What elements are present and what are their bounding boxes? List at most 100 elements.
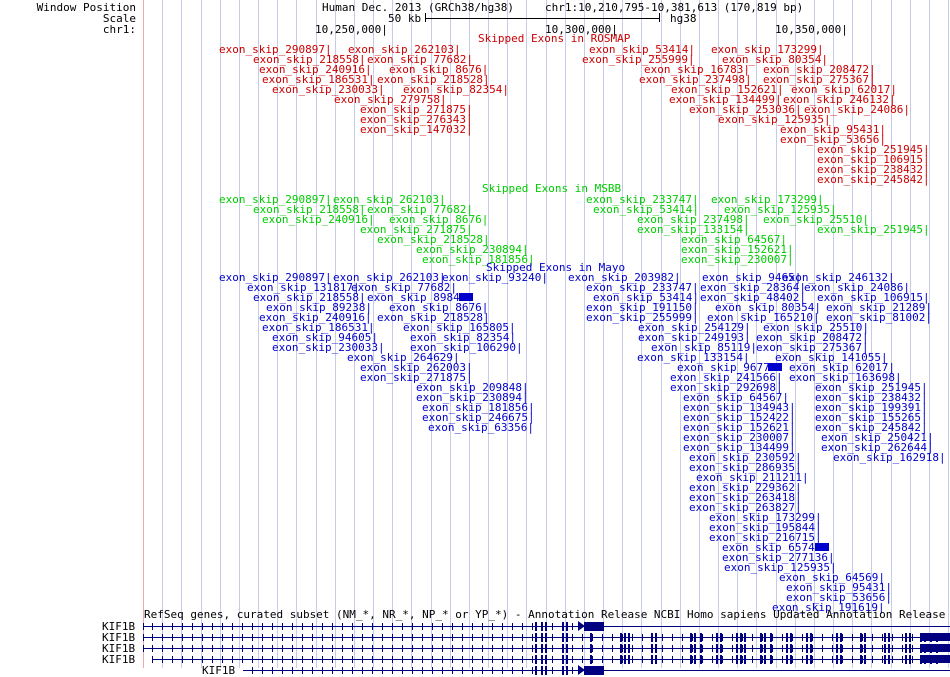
track-msbb[interactable]: Skipped Exons in MSBB exon_skip_290897| ex… <box>0 0 950 610</box>
exon-skip-feature-label[interactable]: exon_skip_262644| <box>821 441 934 454</box>
exon-skip-feature-label[interactable]: exon_skip_191619| <box>772 601 885 614</box>
exon-skip-feature-label[interactable]: exon_skip_245842| <box>815 421 928 434</box>
exon-skip-feature-label[interactable]: exon_skip_8676| <box>389 301 489 314</box>
exon-skip-feature-label[interactable]: exon_skip_208472| <box>763 63 876 76</box>
exon-skip-feature-label[interactable]: exon_skip_125935| <box>718 113 831 126</box>
exon-skip-feature-label[interactable]: exon_skip_262103| <box>333 271 446 284</box>
exon-skip-feature-label[interactable]: exon_skip_80354| <box>722 53 828 66</box>
exon-skip-feature-label[interactable]: exon_skip_155265| <box>815 411 928 424</box>
exon-skip-feature-label[interactable]: exon_skip_230007| <box>683 431 796 444</box>
exon-skip-feature-label[interactable]: exon_skip_218558| <box>253 203 366 216</box>
exon-skip-feature-label[interactable]: exon_skip_230592| <box>689 451 802 464</box>
exon-skip-feature-label[interactable]: exon_skip_240916| <box>259 63 372 76</box>
exon-skip-feature-label[interactable]: exon_skip_131817| <box>247 281 360 294</box>
gene-row[interactable]: KIF1B <box>0 632 950 643</box>
exon-skip-feature-label[interactable]: exon_skip_229362| <box>689 481 802 494</box>
exon-skip-feature-label[interactable]: exon_skip_53656| <box>786 591 892 604</box>
exon-skip-feature-label[interactable]: exon_skip_246132| <box>783 93 896 106</box>
exon-skip-feature-label[interactable]: exon_skip_24086| <box>804 281 910 294</box>
exon-skip-feature-label[interactable]: exon_skip_16783| <box>644 63 750 76</box>
exon-skip-feature-label[interactable]: exon_skip_218528| <box>377 73 490 86</box>
exon-skip-feature-label[interactable]: exon_skip_165805| <box>403 321 516 334</box>
exon-skip-feature-label[interactable]: exon_skip_89238| <box>266 301 372 314</box>
exon-skip-feature-label[interactable]: exon_skip_254129| <box>638 321 751 334</box>
exon-skip-feature-label[interactable]: exon_skip_25510| <box>763 213 869 226</box>
exon-skip-feature-label[interactable]: exon_skip_262003| <box>360 361 473 374</box>
exon-skip-feature-label[interactable]: exon_skip_85119| <box>651 341 757 354</box>
exon-skip-feature-label[interactable]: exon_skip_195844| <box>709 521 822 534</box>
exon-skip-feature-label[interactable]: exon_skip_93240| <box>442 271 548 284</box>
exon-skip-feature-label[interactable]: exon_skip_211211| <box>696 471 809 484</box>
exon-skip-feature-label[interactable]: exon_skip_62017| <box>789 361 895 374</box>
exon-skip-feature-label[interactable]: exon_skip_253036| <box>689 103 802 116</box>
exon-skip-feature-label[interactable]: exon_skip_133154| <box>637 351 750 364</box>
exon-skip-feature-label[interactable]: exon_skip_53414| <box>593 291 699 304</box>
exon-skip-feature-label[interactable]: exon_skip_251945| <box>817 223 930 236</box>
gene-row[interactable]: KIF1B <box>0 621 950 632</box>
exon-skip-feature-label[interactable]: exon_skip_24086| <box>804 103 910 116</box>
exon-skip-feature-label[interactable]: exon_skip_292698| <box>670 381 783 394</box>
exon-skip-feature-label[interactable]: exon_skip_125935| <box>724 203 837 216</box>
exon-skip-feature-label[interactable]: exon_skip_77682| <box>367 53 473 66</box>
exon-skip-feature-label[interactable]: exon_skip_276343| <box>360 113 473 126</box>
exon-skip-feature-label[interactable]: exon_skip_186531| <box>262 73 375 86</box>
exon-skip-feature-label[interactable]: exon_skip_134499| <box>669 93 782 106</box>
exon-skip-feature-label[interactable]: exon_skip_82354| <box>410 331 516 344</box>
exon-skip-feature-block[interactable] <box>459 293 473 301</box>
exon-skip-feature-label[interactable]: exon_skip_191150| <box>586 301 699 314</box>
exon-skip-feature-label[interactable]: exon_skip_290897| <box>219 43 332 56</box>
exon-skip-feature-label[interactable]: exon_skip_251945| <box>817 143 930 156</box>
exon-skip-feature-label[interactable]: exon_skip_208472| <box>756 331 869 344</box>
exon-skip-feature-label[interactable]: exon_skip_152621| <box>671 83 784 96</box>
exon-skip-feature-label[interactable]: exon_skip_218558| <box>253 291 366 304</box>
exon-skip-feature-label[interactable]: exon_skip_237498| <box>639 73 752 86</box>
exon-skip-feature-label[interactable]: exon_skip_8676| <box>389 213 489 226</box>
exon-skip-feature-label[interactable]: exon_skip_165210| <box>707 311 820 324</box>
exon-skip-feature-label[interactable]: exon_skip_290897| <box>219 193 332 206</box>
exon-skip-feature-label[interactable]: exon_skip_263418| <box>689 491 802 504</box>
exon-skip-feature-label[interactable]: exon_skip_64569| <box>779 571 885 584</box>
exon-skip-feature-label[interactable]: exon_skip_106915| <box>817 153 930 166</box>
exon-skip-feature-label[interactable]: exon_skip_218528| <box>377 233 490 246</box>
exon-skip-feature-label[interactable]: exon_skip_264629| <box>347 351 460 364</box>
exon-skip-feature-label[interactable]: exon_skip_65749 <box>722 541 822 554</box>
exon-skip-feature-label[interactable]: exon_skip_277136| <box>722 551 835 564</box>
exon-skip-feature-label[interactable]: exon_skip_64567| <box>681 233 787 246</box>
exon-skip-feature-label[interactable]: exon_skip_82354| <box>403 83 509 96</box>
exon-skip-feature-label[interactable]: exon_skip_240916| <box>262 213 375 226</box>
exon-skip-feature-label[interactable]: exon_skip_279758| <box>334 93 447 106</box>
gene-row[interactable]: KIF1B <box>0 654 950 665</box>
exon-skip-feature-label[interactable]: exon_skip_163698| <box>789 371 902 384</box>
exon-skip-feature-label[interactable]: exon_skip_63356| <box>428 421 534 434</box>
exon-skip-feature-label[interactable]: exon_skip_262103| <box>348 43 461 56</box>
exon-skip-feature-label[interactable]: exon_skip_125935| <box>724 561 837 574</box>
exon-skip-feature-label[interactable]: exon_skip_106915| <box>817 291 930 304</box>
exon-skip-feature-label[interactable]: exon_skip_249193| <box>638 331 751 344</box>
exon-skip-feature-label[interactable]: exon_skip_255999| <box>586 311 699 324</box>
exon-skip-feature-label[interactable]: exon_skip_152621| <box>683 421 796 434</box>
track-rosmap[interactable]: Skipped Exons in ROSMAP exon_skip_290897|… <box>0 0 950 610</box>
exon-skip-feature-label[interactable]: exon_skip_53414| <box>593 203 699 216</box>
exon-skip-feature-label[interactable]: exon_skip_181856| <box>422 253 535 266</box>
exon-skip-feature-label[interactable]: exon_skip_290897| <box>219 271 332 284</box>
exon-skip-feature-label[interactable]: exon_skip_9465| <box>702 271 802 284</box>
exon-skip-feature-label[interactable]: exon_skip_53656| <box>780 133 886 146</box>
exon-skip-feature-label[interactable]: exon_skip_230894| <box>416 243 529 256</box>
exon-skip-feature-label[interactable]: exon_skip_21289| <box>826 301 932 314</box>
exon-skip-feature-label[interactable]: exon_skip_181856| <box>422 401 535 414</box>
position-range[interactable]: chr1:10,210,795-10,381,613 (170,819 bp) <box>545 1 804 14</box>
gene-row[interactable]: KIF1B <box>0 643 950 654</box>
exon-skip-feature-label[interactable]: exon_skip_186531| <box>262 321 375 334</box>
exon-skip-feature-label[interactable]: exon_skip_152621| <box>681 243 794 256</box>
exon-skip-feature-label[interactable]: exon_skip_263827| <box>689 501 802 514</box>
track-mayo[interactable]: Skipped Exons in Mayo exon_skip_290897| ex… <box>0 0 950 614</box>
exon-skip-feature-label[interactable]: exon_skip_64567| <box>683 391 789 404</box>
exon-skip-feature-label[interactable]: exon_skip_53414| <box>589 43 695 56</box>
exon-skip-feature-label[interactable]: exon_skip_238432| <box>815 391 928 404</box>
exon-skip-feature-label[interactable]: exon_skip_173299| <box>709 511 822 524</box>
exon-skip-feature-label[interactable]: exon_skip_173299| <box>711 43 824 56</box>
exon-skip-feature-label[interactable]: exon_skip_271875| <box>360 371 473 384</box>
gene-label[interactable]: KIF1B <box>102 620 136 633</box>
exon-skip-feature-label[interactable]: exon_skip_147032| <box>360 123 473 136</box>
